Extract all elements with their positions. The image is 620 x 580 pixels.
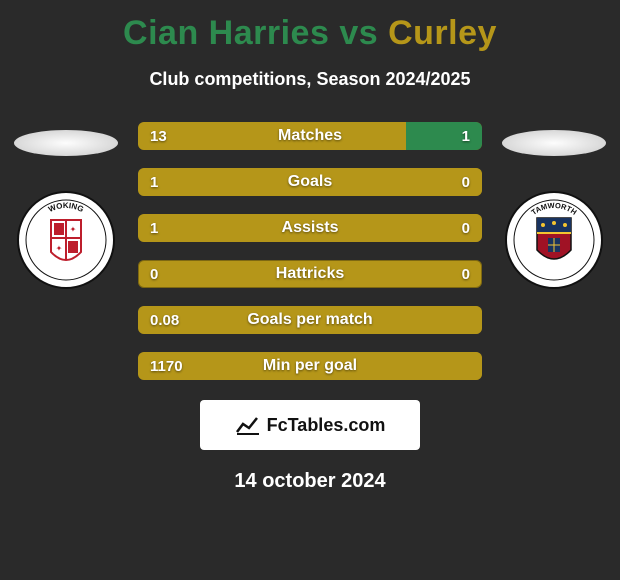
title-player2: Curley — [388, 14, 497, 52]
comparison-content: WOKING ✦ ✦ 13 1 Matches 1 0 Goals 1 0 Assists 0 0 H… — [0, 122, 620, 380]
stat-value-left: 1 — [150, 220, 158, 237]
right-side: TAMWORTH — [494, 122, 614, 290]
footer-brand-badge: FcTables.com — [200, 400, 420, 450]
stat-label: Matches — [278, 127, 342, 145]
stat-value-left: 1 — [150, 174, 158, 191]
svg-text:✦: ✦ — [70, 225, 77, 234]
stat-row: 13 1 Matches — [138, 122, 482, 150]
stat-row: 1170 Min per goal — [138, 352, 482, 380]
player1-silhouette — [14, 130, 118, 156]
stat-label: Hattricks — [276, 265, 344, 283]
title-vs: vs — [339, 14, 378, 52]
stat-bar-left — [138, 122, 406, 150]
stat-value-right: 1 — [462, 128, 470, 145]
svg-text:✦: ✦ — [56, 244, 63, 253]
left-team-crest: WOKING ✦ ✦ — [16, 190, 116, 290]
chart-icon — [235, 414, 261, 436]
left-side: WOKING ✦ ✦ — [6, 122, 126, 290]
stat-row: 1 0 Goals — [138, 168, 482, 196]
right-team-crest: TAMWORTH — [504, 190, 604, 290]
stat-value-left: 13 — [150, 128, 167, 145]
footer-brand-text: FcTables.com — [267, 415, 386, 436]
stat-label: Goals — [288, 173, 332, 191]
stat-label: Min per goal — [263, 357, 357, 375]
stat-row: 0 0 Hattricks — [138, 260, 482, 288]
page-title: Cian Harries vs Curley — [0, 0, 620, 53]
player2-silhouette — [502, 130, 606, 156]
stat-value-right: 0 — [462, 220, 470, 237]
stat-value-left: 1170 — [150, 358, 183, 375]
stat-row: 1 0 Assists — [138, 214, 482, 242]
stat-bar-right — [406, 122, 482, 150]
stat-value-right: 0 — [462, 174, 470, 191]
stat-value-left: 0 — [150, 266, 158, 283]
stat-value-right: 0 — [462, 266, 470, 283]
subtitle: Club competitions, Season 2024/2025 — [0, 53, 620, 90]
footer-date: 14 october 2024 — [0, 470, 620, 493]
stat-value-left: 0.08 — [150, 312, 179, 329]
stat-row: 0.08 Goals per match — [138, 306, 482, 334]
stat-bars: 13 1 Matches 1 0 Goals 1 0 Assists 0 0 Hattricks 0.0… — [138, 122, 482, 380]
title-player1: Cian Harries — [123, 14, 329, 52]
stat-label: Goals per match — [247, 311, 372, 329]
stat-label: Assists — [282, 219, 339, 237]
